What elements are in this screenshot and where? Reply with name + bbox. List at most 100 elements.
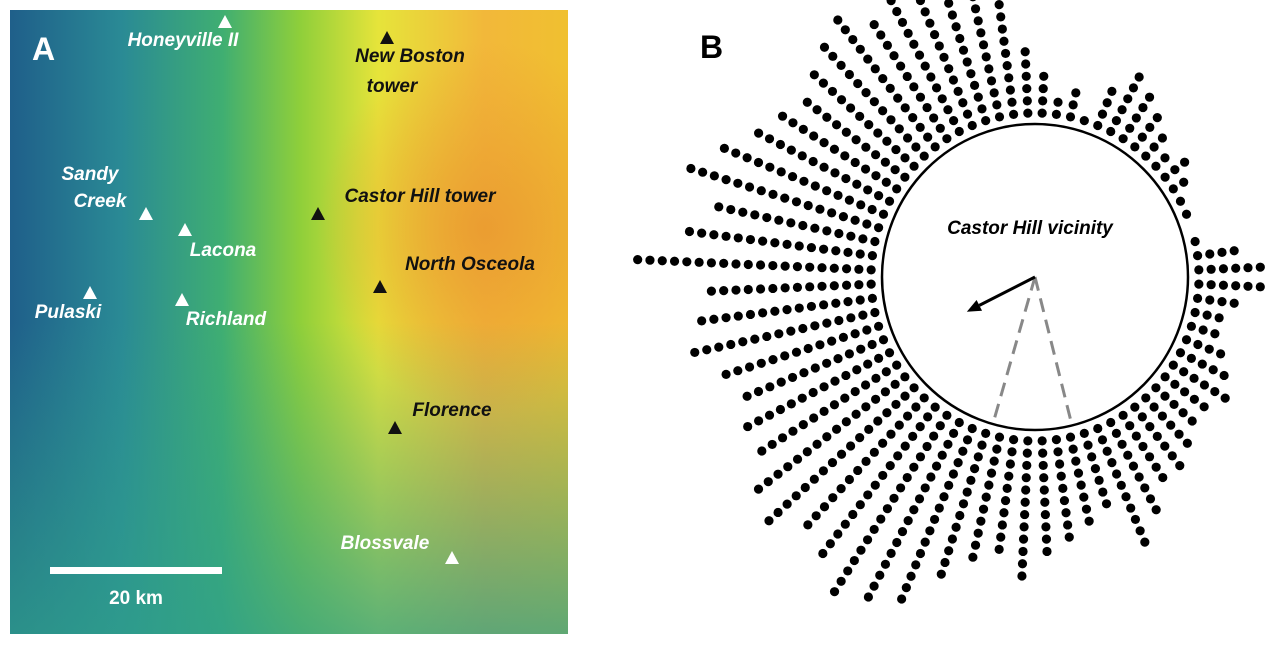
dot <box>1080 116 1089 125</box>
dot <box>955 511 964 520</box>
dot <box>936 124 945 133</box>
chart-title: Castor Hill vicinity <box>947 218 1114 239</box>
dot-column <box>1169 178 1189 194</box>
dot <box>891 145 900 154</box>
dot <box>803 447 812 456</box>
dot <box>754 129 763 138</box>
dot <box>971 541 980 550</box>
dot <box>805 282 814 291</box>
dot <box>799 177 808 186</box>
dot <box>1004 472 1013 481</box>
dot <box>955 34 964 43</box>
dot <box>923 133 932 142</box>
dot <box>1038 436 1047 445</box>
dot <box>898 527 907 536</box>
dot <box>881 158 890 167</box>
dot <box>1093 121 1102 130</box>
dot <box>721 313 730 322</box>
dot <box>935 503 944 512</box>
dot <box>1117 440 1126 449</box>
dot <box>768 284 777 293</box>
dot <box>830 168 839 177</box>
dot <box>929 113 938 122</box>
dot <box>1146 494 1155 503</box>
dot <box>1117 481 1126 490</box>
dot <box>1098 110 1107 119</box>
dot <box>792 491 801 500</box>
dot <box>1210 329 1219 338</box>
dot <box>815 205 824 214</box>
dot-column <box>1017 436 1032 580</box>
dot <box>1205 345 1214 354</box>
dot <box>1150 402 1159 411</box>
dot <box>830 587 839 596</box>
dot <box>1217 297 1226 306</box>
dot <box>807 243 816 252</box>
dot <box>937 570 946 579</box>
dot <box>881 387 890 396</box>
dot <box>774 216 783 225</box>
dot <box>875 571 884 580</box>
dot <box>876 30 885 39</box>
dot <box>1019 522 1028 531</box>
dot <box>886 430 895 439</box>
dot <box>1125 124 1134 133</box>
dot <box>979 40 988 49</box>
dot <box>750 210 759 219</box>
dot <box>874 354 883 363</box>
dot <box>955 418 964 427</box>
dot <box>817 282 826 291</box>
dot <box>911 142 920 151</box>
dot <box>870 448 879 457</box>
dot <box>758 308 767 317</box>
dot <box>1210 387 1219 396</box>
dot <box>1191 308 1200 317</box>
dot <box>743 422 752 431</box>
dot <box>777 378 786 387</box>
dot <box>1052 110 1061 119</box>
dot-column <box>1066 88 1081 121</box>
dot <box>768 355 777 364</box>
dot <box>916 123 925 132</box>
dot <box>892 7 901 16</box>
dot <box>768 440 777 449</box>
dot <box>792 348 801 357</box>
dot <box>719 286 728 295</box>
dot <box>1023 449 1032 458</box>
dot <box>851 410 860 419</box>
dot <box>858 234 867 243</box>
dot <box>848 510 857 519</box>
dot <box>812 105 821 114</box>
dot <box>1038 449 1047 458</box>
dot <box>1188 416 1197 425</box>
dot <box>915 494 924 503</box>
dot <box>1136 526 1145 535</box>
dot <box>1126 503 1135 512</box>
dot <box>786 218 795 227</box>
dot-column <box>1182 210 1191 219</box>
dot <box>833 191 842 200</box>
dot <box>819 382 828 391</box>
dot <box>920 393 929 402</box>
dot <box>826 539 835 548</box>
dot <box>1132 113 1141 122</box>
dot <box>862 219 871 228</box>
dot <box>944 0 953 8</box>
dot <box>830 281 839 290</box>
dot <box>1021 498 1030 507</box>
dot <box>822 226 831 235</box>
dot <box>738 208 747 217</box>
dot <box>931 142 940 151</box>
dot <box>1153 432 1162 441</box>
dot <box>840 151 849 160</box>
dot <box>921 61 930 70</box>
dot <box>878 471 887 480</box>
dot-column <box>897 424 977 604</box>
dot <box>1193 294 1202 303</box>
dot <box>909 505 918 514</box>
dot <box>852 365 861 374</box>
dot <box>834 229 843 238</box>
dot <box>851 216 860 225</box>
dot <box>842 128 851 137</box>
dot <box>842 417 851 426</box>
